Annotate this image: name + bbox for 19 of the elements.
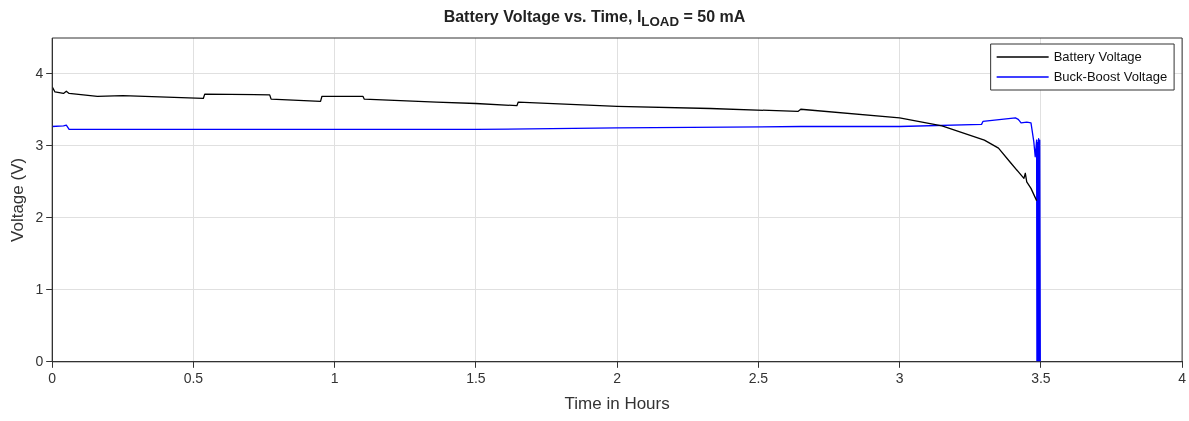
y-tick-label: 2 — [35, 208, 44, 225]
x-tick-label: 3.5 — [1031, 370, 1051, 387]
y-tick-label: 4 — [35, 64, 44, 81]
x-tick-label: 2 — [613, 370, 622, 387]
x-tick-label: 2.5 — [748, 370, 769, 387]
x-tick-label: 3 — [895, 370, 904, 387]
x-tick-label: 0 — [48, 370, 57, 387]
x-axis-title: Time in Hours — [564, 394, 670, 414]
y-tick-label: 3 — [35, 136, 44, 153]
x-tick-label: 4 — [1178, 370, 1187, 387]
legend-label: Buck-Boost Voltage — [1053, 68, 1168, 84]
chart-title: Battery Voltage vs. Time, I$_{LOAD}$ = 50 mA — [442, 8, 747, 30]
y-axis-title: Voltage (V) — [7, 157, 27, 242]
x-tick-label: 1 — [330, 370, 339, 387]
y-tick-label: 1 — [35, 280, 44, 297]
legend-label: Battery Voltage — [1053, 48, 1142, 64]
y-tick-label: 0 — [35, 352, 44, 369]
x-tick-label: 1.5 — [466, 370, 486, 387]
x-tick-label: 0.5 — [183, 370, 204, 387]
